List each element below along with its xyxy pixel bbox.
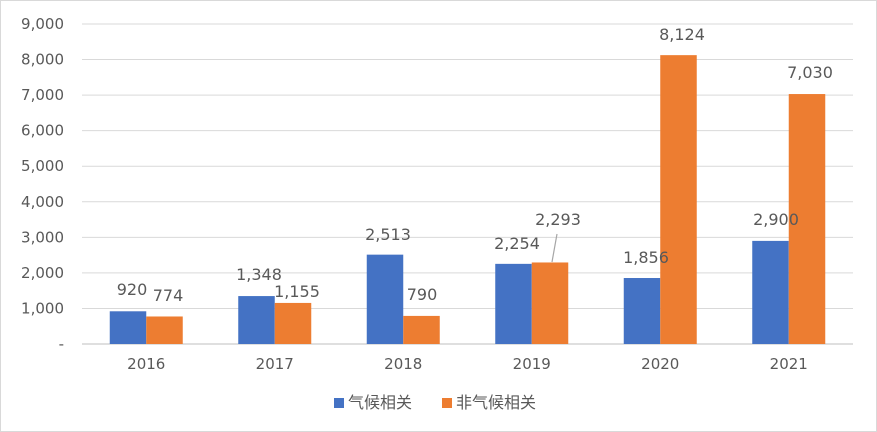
data-label: 7,030 (787, 63, 833, 82)
legend: 气候相关 非气候相关 (334, 393, 536, 412)
y-tick-label: 1,000 (21, 299, 64, 317)
y-tick-label: - (59, 335, 64, 353)
bar-non-climate (660, 55, 697, 344)
legend-item-climate-swatch (334, 398, 344, 408)
bar-non-climate (146, 316, 183, 344)
y-axis: - 1,000 2,000 3,000 4,000 5,000 6,000 7,000 8,00… (21, 15, 64, 353)
y-tick-label: 6,000 (21, 122, 64, 140)
data-label: 2,293 (535, 210, 581, 229)
bar-non-climate (275, 303, 312, 344)
data-label: 920 (117, 280, 148, 299)
legend-item-climate-label: 气候相关 (348, 393, 412, 412)
bar-non-climate (532, 262, 569, 344)
bar-climate (367, 255, 404, 344)
x-tick-label: 2018 (384, 355, 422, 373)
y-tick-label: 5,000 (21, 157, 64, 175)
x-tick-label: 2019 (513, 355, 551, 373)
data-labels: 920 7741,3481,1552,5137902,2542,2931,8568… (117, 25, 833, 305)
data-label: 8,124 (659, 25, 705, 44)
y-tick-label: 2,000 (21, 264, 64, 282)
bar-climate (238, 296, 275, 344)
bar-non-climate (403, 316, 440, 344)
x-tick-label: 2021 (770, 355, 808, 373)
x-tick-label: 2017 (256, 355, 294, 373)
legend-item-non-climate-label: 非气候相关 (456, 393, 536, 412)
x-tick-label: 2016 (127, 355, 165, 373)
y-tick-label: 4,000 (21, 193, 64, 211)
legend-item-non-climate-swatch (442, 398, 452, 408)
x-axis: 2016 2017 2018 2019 2020 2021 (82, 344, 853, 373)
bars (110, 55, 826, 344)
x-tick-label: 2020 (641, 355, 679, 373)
data-label: 774 (153, 286, 184, 305)
data-label: 2,254 (494, 234, 540, 253)
data-label: 1,155 (274, 282, 320, 301)
y-tick-label: 7,000 (21, 86, 64, 104)
bar-climate (110, 311, 147, 344)
y-tick-label: 3,000 (21, 228, 64, 246)
bar-climate (752, 241, 789, 344)
y-tick-label: 9,000 (21, 15, 64, 33)
bar-climate (624, 278, 661, 344)
y-tick-label: 8,000 (21, 51, 64, 69)
gridlines (82, 24, 853, 308)
leader-line (552, 234, 557, 262)
data-label: 1,856 (623, 248, 669, 267)
bar-climate (495, 264, 532, 344)
data-label: 2,900 (753, 210, 799, 229)
data-label: 2,513 (365, 225, 411, 244)
data-label: 790 (407, 285, 438, 304)
